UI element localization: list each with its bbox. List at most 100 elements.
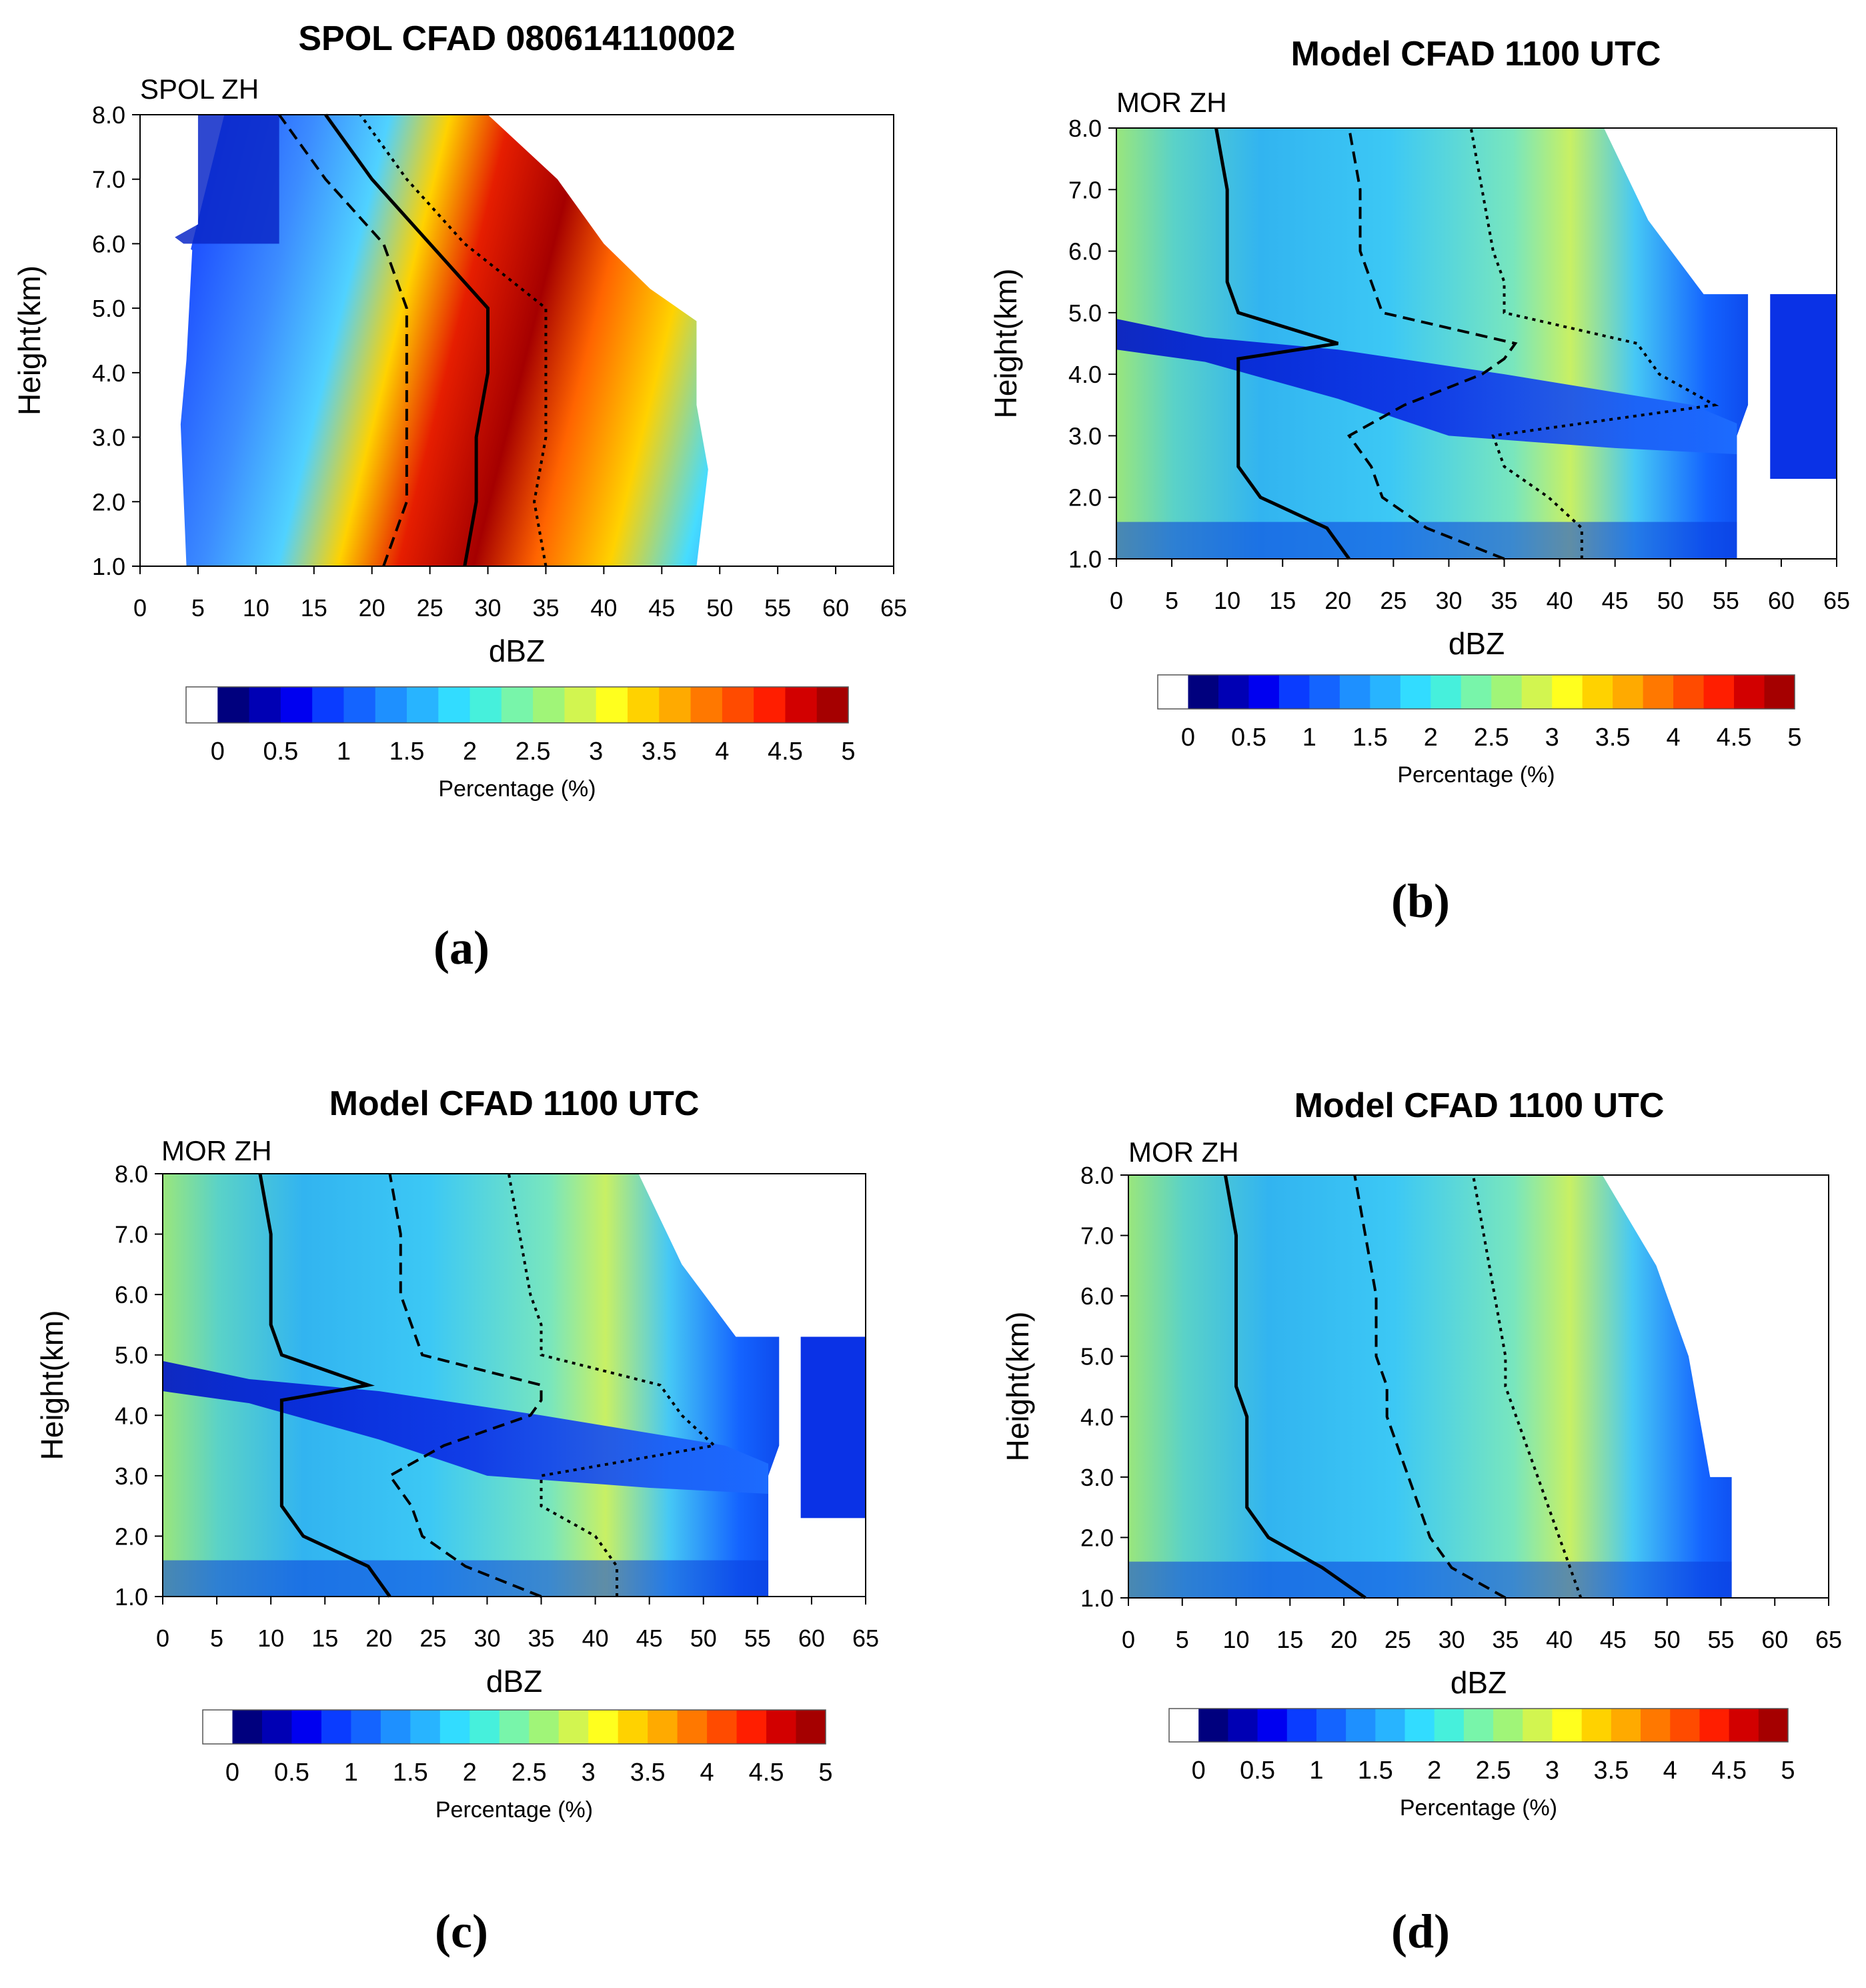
y-tick-label: 4.0 [1068,361,1102,388]
colorbar-swatch [1158,675,1188,709]
colorbar-tick-label: 5 [1781,1757,1795,1785]
colorbar-swatch [707,1710,738,1744]
colorbar-title: Percentage (%) [1397,762,1555,788]
x-tick-label: 5 [1165,587,1178,614]
colorbar-swatch [1375,1709,1406,1742]
colorbar-tick-label: 0 [211,738,225,766]
colorbar-swatch [1434,1709,1465,1742]
x-tick-label: 15 [1276,1626,1303,1653]
colorbar-swatch [1699,1709,1730,1742]
colorbar-swatch [618,1710,648,1744]
colorbar-tick-label: 0 [1181,724,1195,752]
colorbar-tick-label: 2.5 [1474,724,1509,752]
x-tick-label: 65 [1823,587,1850,614]
chart-title: Model CFAD 1100 UTC [329,1084,700,1123]
plot-frame [162,1173,866,1597]
x-tick-label: 60 [1761,1626,1788,1653]
x-tick-label: 10 [243,594,269,622]
y-tick-label: 4.0 [1080,1403,1114,1430]
x-tick-label: 0 [133,594,147,622]
profile-line-1 [1214,127,1350,560]
y-tick-label: 2.0 [1068,484,1102,512]
cfad-field [175,115,708,566]
colorbar-tick-label: 0.5 [263,738,298,766]
colorbar-swatch [203,1710,233,1744]
x-tick-label: 10 [1214,587,1240,614]
colorbar-tick-label: 2 [463,738,477,766]
colorbar-frame [1157,674,1795,710]
colorbar-swatch [1493,1709,1523,1742]
colorbar-swatch [1734,675,1765,709]
colorbar-swatch [1613,675,1644,709]
colorbar-swatch [1228,1709,1258,1742]
x-tick-label: 30 [1439,1626,1465,1653]
y-axis-label: Height(km) [1000,1312,1035,1462]
panel-label: (a) [433,921,490,974]
colorbar-tick-label: 4.5 [1717,724,1752,752]
colorbar-swatch [1611,1709,1641,1742]
colorbar-tick-label: 1 [337,738,351,766]
colorbar-swatch [1703,675,1735,709]
x-tick-label: 25 [419,1625,446,1652]
colorbar-title: Percentage (%) [1400,1795,1557,1821]
colorbar-tick-label: 4.5 [1711,1757,1747,1785]
colorbar-tick-label: 2 [1424,724,1438,752]
colorbar-swatch [470,1710,500,1744]
colorbar: 0 0.5 1 1.5 2 2.5 3 3.5 4 4.5 5 Percentage (%) [1157,674,1802,788]
colorbar-swatch [1188,675,1219,709]
y-tick-label: 5.0 [1080,1343,1114,1370]
profile-line-2 [324,113,490,567]
y-tick-label: 5.0 [92,295,125,322]
y-tick-label: 3.0 [1080,1464,1114,1491]
x-tick-label: 20 [359,594,385,622]
profile-line-3 [1469,127,1719,559]
chart-subtitle: SPOL ZH [140,73,259,105]
colorbar-swatch [186,687,218,723]
colorbar-swatch [312,687,344,723]
colorbar-tick-label: 4 [700,1759,714,1787]
colorbar-swatch [1764,675,1795,709]
colorbar-swatch [558,1710,589,1744]
x-axis-label: dBZ [1449,626,1505,661]
x-tick-label: 20 [365,1625,392,1652]
x-tick-label: 5 [210,1625,223,1652]
y-tick-label: 6.0 [115,1281,148,1308]
colorbar-frame [202,1709,826,1745]
profile-line-3 [1471,1174,1583,1599]
x-tick-label: 30 [1435,587,1462,614]
colorbar-tick-label: 1 [1309,1757,1323,1785]
colorbar-swatch [1521,675,1553,709]
colorbar-tick-label: 2 [463,1759,477,1787]
colorbar-swatch [596,687,628,723]
y-axis-label: Height(km) [12,265,47,415]
colorbar-tick-label: 2.5 [1476,1757,1511,1785]
x-tick-label: 55 [1713,587,1739,614]
colorbar: 0 0.5 1 1.5 2 2.5 3 3.5 4 4.5 5 Percentage (%) [1168,1708,1795,1821]
colorbar-swatch [1218,675,1249,709]
x-tick-label: 60 [1768,587,1795,614]
x-tick-label: 20 [1324,587,1351,614]
colorbar-swatch [1431,675,1462,709]
colorbar-tick-label: 3.5 [1595,724,1631,752]
colorbar-swatch [343,687,376,723]
x-tick-label: 35 [528,1625,555,1652]
colorbar-swatch [736,1710,767,1744]
y-tick-label: 7.0 [115,1221,148,1248]
colorbar-swatch [439,1710,470,1744]
x-tick-label: 55 [764,594,791,622]
y-tick-label: 8.0 [1080,1162,1114,1189]
x-tick-label: 25 [1384,1626,1411,1653]
colorbar-tick-label: 4.5 [749,1759,784,1787]
chart-title: Model CFAD 1100 UTC [1294,1086,1665,1125]
colorbar-swatch [470,687,502,723]
x-tick-label: 65 [1815,1626,1842,1653]
colorbar-tick-label: 1 [344,1759,358,1787]
plot-frame [1128,1174,1829,1599]
x-tick-label: 35 [1492,1626,1519,1653]
x-tick-label: 50 [1657,587,1684,614]
colorbar-swatch [351,1710,381,1744]
y-tick-label: 5.0 [115,1342,148,1369]
colorbar-tick-label: 3 [1545,1757,1559,1785]
colorbar-tick-label: 1 [1302,724,1316,752]
cfad-lower-band [1116,522,1837,559]
